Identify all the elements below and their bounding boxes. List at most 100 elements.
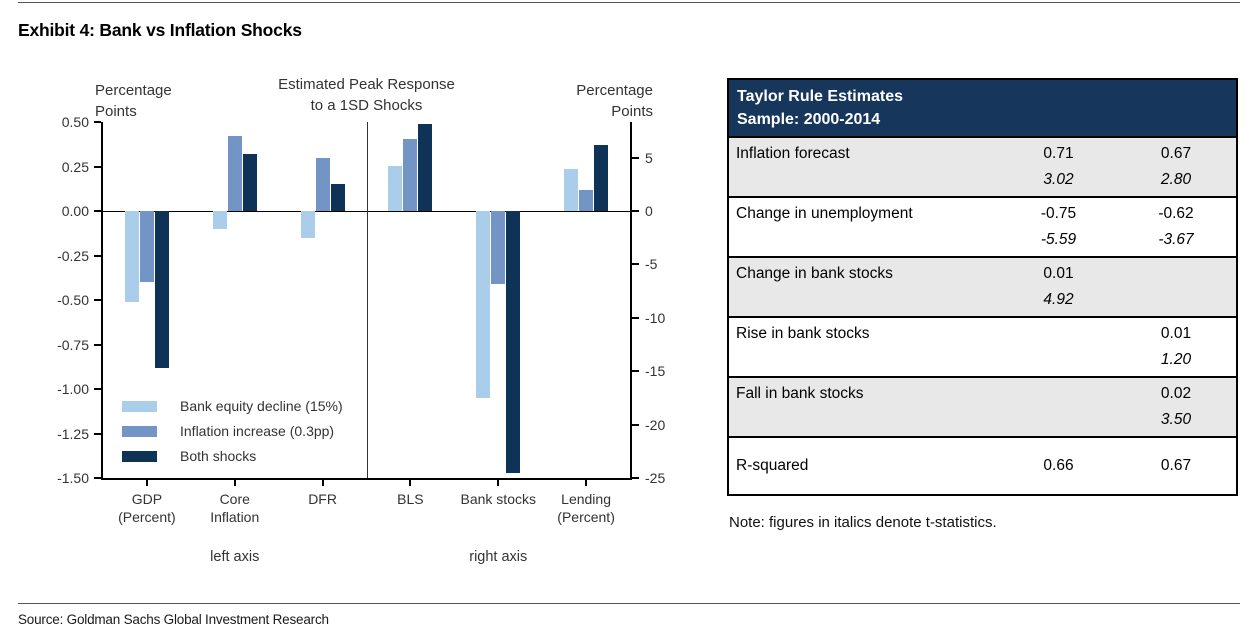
table-row: Change in bank stocks 0.01 4.92 xyxy=(729,256,1236,316)
right-axis-tick xyxy=(632,423,639,426)
right-axis-tick-label: -20 xyxy=(645,416,666,433)
coefficient-value-col1: 0.66 xyxy=(1043,457,1074,474)
taylor-rule-table: Taylor Rule Estimates Sample: 2000-2014 … xyxy=(727,78,1238,496)
legend-label: Both shocks xyxy=(180,448,257,464)
x-axis-tick xyxy=(145,480,148,486)
table-note: Note: figures in italics denote t-statis… xyxy=(729,514,997,531)
table-row: Fall in bank stocks 0.02 3.50 xyxy=(729,376,1236,436)
table-row-label: Change in bank stocks xyxy=(736,265,893,282)
category-label: BLS xyxy=(397,491,424,507)
table-col1 xyxy=(1001,381,1116,433)
left-axis-tick xyxy=(94,477,101,479)
table-col1: 0.71 3.02 xyxy=(1001,141,1116,193)
coefficient-value-col2: 0.67 xyxy=(1160,145,1192,162)
chart-bar xyxy=(594,144,609,211)
legend-swatch xyxy=(122,426,157,437)
chart-bar xyxy=(227,136,242,211)
chart-bar xyxy=(403,139,418,211)
right-axis-tick-label: 0 xyxy=(645,203,653,219)
left-axis-tick-label: 0.00 xyxy=(61,203,89,219)
coefficient-value-col2: 0.67 xyxy=(1160,457,1192,474)
left-axis-tick xyxy=(94,388,101,390)
left-axis-tick xyxy=(94,254,101,257)
table-col2: 0.67 xyxy=(1116,453,1236,479)
right-axis-tick xyxy=(632,370,639,373)
right-axis-tick-label: 5 xyxy=(645,149,653,166)
coefficient-value-col2: -0.62 xyxy=(1158,205,1194,222)
chart-bar xyxy=(564,169,579,211)
left-axis-tick-label: -1.25 xyxy=(57,425,89,442)
right-axis-group-label: right axis xyxy=(469,549,528,565)
table-col2: -0.62 -3.67 xyxy=(1116,201,1236,253)
right-axis-tick-label: -15 xyxy=(645,363,666,380)
left-axis-tick-label: -0.25 xyxy=(57,247,89,264)
left-axis-tick-label: 0.50 xyxy=(61,114,89,130)
chart-bar xyxy=(242,154,257,211)
left-axis-title: Percentage Points xyxy=(95,82,172,120)
axis-divider-line xyxy=(366,122,368,478)
table-row-label: Inflation forecast xyxy=(736,145,850,162)
left-axis-tick-label: -1.50 xyxy=(57,470,89,486)
right-axis-tick xyxy=(632,210,639,212)
table-title: Taylor Rule Estimates xyxy=(737,88,903,105)
chart-bar xyxy=(212,211,227,229)
table-row: Rise in bank stocks 0.01 1.20 xyxy=(729,316,1236,376)
source-line: Source: Goldman Sachs Global Investment … xyxy=(18,612,329,627)
table-row-label: R-squared xyxy=(736,457,809,474)
x-axis-tick xyxy=(409,480,412,486)
table-row-label: Change in unemployment xyxy=(736,205,913,222)
chart-bar xyxy=(491,211,506,284)
category-label: Core Inflation xyxy=(210,491,260,525)
legend-swatch xyxy=(122,451,157,462)
left-axis-tick-label: -1.00 xyxy=(57,381,89,397)
t-statistic-col2: 3.50 xyxy=(1160,411,1192,428)
t-statistic-col1: 3.02 xyxy=(1043,171,1074,188)
coefficient-value-col1: 0.71 xyxy=(1043,145,1074,162)
t-statistic-col2: 2.80 xyxy=(1160,171,1192,188)
t-statistic-col2: -3.67 xyxy=(1158,231,1194,248)
chart-bar xyxy=(476,211,491,398)
category-label: DFR xyxy=(308,491,337,507)
table-col1: 0.66 xyxy=(1001,453,1116,479)
table-sample-label: Sample: 2000-2014 xyxy=(737,111,881,128)
table-body: Inflation forecast 0.71 3.02 0.67 2.80 C… xyxy=(729,136,1236,494)
right-axis-tick-label: -5 xyxy=(645,256,658,273)
category-label: GDP (Percent) xyxy=(118,491,176,525)
chart-title: Estimated Peak Response to a 1SD Shocks xyxy=(278,76,455,114)
x-axis-line xyxy=(101,478,632,480)
table-row-label: Rise in bank stocks xyxy=(736,325,870,342)
table-col2: 0.67 2.80 xyxy=(1116,141,1236,193)
category-label: Lending (Percent) xyxy=(557,491,615,525)
table-col2: 0.02 3.50 xyxy=(1116,381,1236,433)
coefficient-value-col2: 0.01 xyxy=(1160,325,1192,342)
right-axis-tick xyxy=(632,316,639,319)
left-axis-tick xyxy=(94,432,101,435)
chart-bar xyxy=(506,211,521,473)
x-axis-tick xyxy=(233,480,236,486)
coefficient-value-col2: 0.02 xyxy=(1160,385,1192,402)
left-axis-line xyxy=(101,122,103,478)
table-row: R-squared 0.66 0.67 xyxy=(729,436,1236,494)
coefficient-value-col1: 0.01 xyxy=(1043,265,1074,282)
t-statistic-col2: 1.20 xyxy=(1160,351,1192,368)
table-row-label: Fall in bank stocks xyxy=(736,385,864,402)
left-axis-tick-label: -0.50 xyxy=(57,292,89,308)
left-axis-tick xyxy=(94,121,101,123)
table-row: Change in unemployment -0.75 -5.59 -0.62… xyxy=(729,196,1236,256)
left-axis-tick xyxy=(94,299,101,301)
exhibit-title: Exhibit 4: Bank vs Inflation Shocks xyxy=(18,20,302,40)
legend-label: Bank equity decline (15%) xyxy=(180,398,343,414)
table-col1: -0.75 -5.59 xyxy=(1001,201,1116,253)
legend-label: Inflation increase (0.3pp) xyxy=(180,423,335,439)
left-axis-tick-label: -0.75 xyxy=(57,336,89,353)
table-col1 xyxy=(1001,321,1116,373)
right-axis-tick xyxy=(632,263,639,266)
chart-bar xyxy=(300,211,315,238)
table-row: Inflation forecast 0.71 3.02 0.67 2.80 xyxy=(729,136,1236,196)
right-axis-tick xyxy=(632,477,639,479)
table-col2: 0.01 1.20 xyxy=(1116,321,1236,373)
bar-chart: 0.50 0.25 0.00 -0.25 -0.50 -0.75 -1.00 -1.25 -1.… xyxy=(57,76,666,565)
bottom-rule xyxy=(18,603,1240,604)
left-axis-tick xyxy=(94,343,101,346)
